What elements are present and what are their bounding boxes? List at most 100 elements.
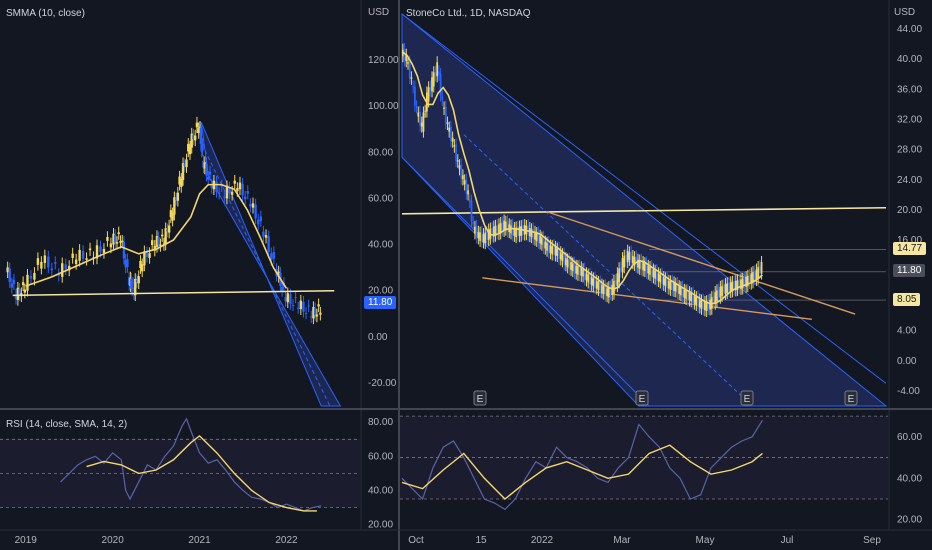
right-candle-body (504, 221, 507, 230)
right-candle-body (415, 106, 418, 108)
right-candle-body (604, 285, 607, 296)
right-candle-body (729, 282, 732, 292)
left-candle-body (201, 143, 204, 151)
left-candle-body (307, 305, 310, 307)
right-candle-body (592, 278, 595, 287)
left-candle-body (319, 312, 322, 315)
right-candle-body (494, 225, 497, 236)
right-candle-body (659, 274, 662, 283)
left-time-axis-label: 2019 (15, 535, 38, 546)
left-ytick-label: 20.00 (368, 286, 393, 297)
right-candle-body (568, 258, 571, 270)
left-candle-body (199, 127, 203, 144)
left-candle-body (315, 314, 319, 317)
right-candle-body (480, 231, 483, 242)
right-candle-body (444, 106, 447, 124)
right-candle-body (752, 272, 754, 283)
right-candle-body (492, 226, 495, 237)
price-tag-11-80: 11.80 (893, 264, 926, 277)
right-ytick-label: 24.00 (897, 175, 922, 186)
right-candle-body (559, 252, 562, 260)
left-candle-body (109, 243, 113, 248)
left-candle-body (167, 225, 171, 233)
right-candle-body (420, 122, 423, 127)
right-candle-body (758, 266, 761, 273)
right-candle-body (664, 278, 667, 287)
right-candle-body (748, 275, 751, 283)
left-candle-body (246, 191, 249, 194)
right-candle-body (728, 282, 730, 292)
left-candle-body (259, 216, 263, 222)
right-candle-body (724, 283, 727, 294)
left-candle-body (135, 280, 139, 283)
left-rsi-ytick-label: 60.00 (368, 451, 393, 462)
right-symbol-title[interactable]: StoneCo Ltd., 1D, NASDAQ (406, 8, 531, 19)
right-candle-body (700, 300, 703, 309)
right-candle-body (532, 228, 535, 239)
left-candle-body (183, 164, 186, 166)
right-candle-body (587, 274, 590, 283)
left-channel-fill (200, 122, 342, 407)
left-time-axis-label: 2022 (275, 535, 298, 546)
right-candle-body (577, 266, 579, 275)
right-candle-body (628, 252, 631, 260)
left-candle-body (176, 192, 180, 201)
left-candle-body (54, 262, 57, 264)
right-candle-body (657, 273, 660, 282)
left-candle-body (157, 237, 160, 245)
left-candle-body (169, 210, 173, 218)
right-candle-body (571, 263, 574, 272)
left-candle-body (243, 196, 247, 200)
right-candle-body (482, 234, 485, 243)
right-candle-body (705, 301, 708, 312)
left-candle-body (130, 289, 134, 291)
left-candle-body (29, 275, 33, 279)
right-candle-body (462, 175, 464, 180)
left-ytick-label: 80.00 (368, 147, 393, 158)
right-candle-body (630, 251, 633, 263)
left-candle-body (21, 282, 25, 286)
right-candle-body (516, 226, 519, 236)
right-candle-body (515, 227, 518, 238)
right-candle-body (573, 262, 576, 273)
right-candle-body (438, 71, 440, 75)
left-candle-body (277, 271, 280, 277)
right-candle-body (721, 285, 723, 296)
left-candle-body (143, 251, 146, 266)
left-candle-body (160, 234, 164, 237)
left-rsi-ytick-label: 80.00 (368, 417, 393, 428)
left-candle-body (187, 143, 190, 152)
right-candle-body (716, 290, 718, 302)
right-candle-body (566, 259, 569, 268)
left-ytick-label: 40.00 (368, 240, 393, 251)
left-last-price-tag: 11.80 (364, 296, 397, 309)
left-candle-body (12, 279, 16, 285)
left-candle-body (81, 251, 85, 259)
right-candle-body (554, 246, 557, 256)
right-candle-body (552, 245, 555, 255)
left-candle-body (78, 249, 81, 261)
right-candle-body (619, 267, 622, 272)
left-candle-body (10, 283, 14, 288)
right-candle-body (575, 265, 578, 274)
right-candle-body (432, 72, 435, 87)
left-candle-body (190, 133, 193, 148)
right-candle-body (637, 259, 639, 268)
right-candle-body (618, 268, 621, 283)
right-candle-body (745, 277, 748, 287)
left-candle-body (145, 252, 149, 257)
left-time-axis-label: 2020 (102, 535, 125, 546)
right-candle-body (429, 86, 432, 91)
right-candle-body (743, 277, 746, 287)
right-ytick-label: 40.00 (897, 54, 922, 65)
right-candle-body (403, 48, 406, 61)
right-time-axis-label: Mar (613, 535, 631, 546)
right-candle-body (547, 242, 550, 253)
right-candle-body (570, 262, 572, 270)
left-candle-body (302, 301, 305, 312)
left-candle-body (171, 213, 174, 221)
right-candle-body (693, 295, 696, 304)
right-candle-body (671, 280, 674, 291)
right-candle-body (733, 281, 736, 290)
